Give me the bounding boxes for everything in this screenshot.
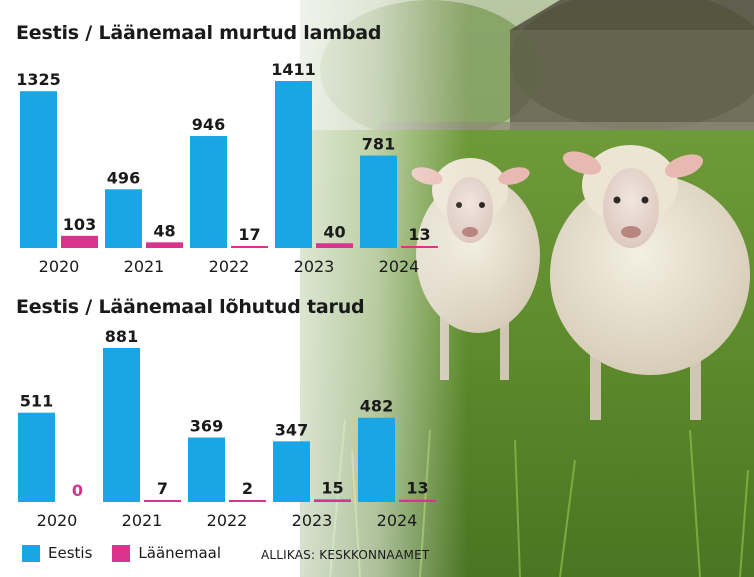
bar-laanemaal-2023 bbox=[316, 243, 353, 248]
data-label-laanemaal-2023: 15 bbox=[321, 478, 343, 497]
data-label-eestis-2021: 881 bbox=[105, 327, 138, 346]
data-label-eestis-2022: 369 bbox=[190, 416, 223, 435]
bar-eestis-2023 bbox=[275, 81, 312, 248]
source-note: ALLIKAS: KESKKONNAAMET bbox=[261, 548, 430, 562]
category-label-2020: 2020 bbox=[39, 257, 80, 276]
data-label-eestis-2023: 1411 bbox=[271, 60, 316, 79]
legend-label-laanemaal: Läänemaal bbox=[138, 544, 222, 562]
category-label-2020: 2020 bbox=[37, 511, 78, 530]
bar-laanemaal-2024 bbox=[401, 246, 438, 248]
data-label-laanemaal-2020: 103 bbox=[63, 215, 96, 234]
legend-item-laanemaal: Läänemaal bbox=[112, 544, 221, 562]
bar-laanemaal-2022 bbox=[231, 245, 268, 248]
chart-title-sheep: Eestis / Läänemaal murtud lambad bbox=[16, 22, 382, 44]
data-label-eestis-2024: 781 bbox=[362, 135, 395, 154]
bar-eestis-2020 bbox=[18, 412, 55, 502]
data-label-eestis-2021: 496 bbox=[107, 168, 140, 187]
data-label-laanemaal-2023: 40 bbox=[323, 222, 345, 241]
bar-laanemaal-2020 bbox=[61, 235, 98, 248]
legend-label-eestis: Eestis bbox=[48, 544, 93, 562]
bar-laanemaal-2021 bbox=[146, 242, 183, 248]
data-label-eestis-2024: 482 bbox=[360, 397, 393, 416]
category-label-2022: 2022 bbox=[207, 511, 248, 530]
legend: Eestis Läänemaal bbox=[22, 544, 241, 562]
data-label-eestis-2020: 1325 bbox=[16, 70, 61, 89]
data-label-laanemaal-2021: 7 bbox=[157, 479, 168, 498]
data-label-laanemaal-2020: 0 bbox=[72, 481, 83, 500]
category-label-2023: 2023 bbox=[292, 511, 333, 530]
category-label-2021: 2021 bbox=[122, 511, 163, 530]
data-label-laanemaal-2024: 13 bbox=[406, 479, 428, 498]
bar-laanemaal-2021 bbox=[144, 500, 181, 502]
bar-eestis-2021 bbox=[103, 348, 140, 502]
bar-eestis-2024 bbox=[358, 417, 395, 502]
data-label-eestis-2020: 511 bbox=[20, 392, 53, 411]
bar-eestis-2022 bbox=[190, 136, 227, 248]
chart-title-hives: Eestis / Läänemaal lõhutud tarud bbox=[16, 296, 365, 318]
bar-eestis-2023 bbox=[273, 441, 310, 502]
bar-eestis-2020 bbox=[20, 91, 57, 249]
category-label-2024: 2024 bbox=[377, 511, 418, 530]
chart-hives-destroyed: 511 0 2020 881 7 2021 369 2 2022 347 15 2023 482 13 20… bbox=[18, 327, 436, 530]
bar-laanemaal-2023 bbox=[314, 499, 351, 502]
legend-item-eestis: Eestis bbox=[22, 544, 92, 562]
data-label-eestis-2022: 946 bbox=[192, 115, 225, 134]
category-label-2023: 2023 bbox=[294, 257, 335, 276]
bar-eestis-2024 bbox=[360, 155, 397, 248]
data-label-eestis-2023: 347 bbox=[275, 420, 308, 439]
category-label-2021: 2021 bbox=[124, 257, 165, 276]
data-label-laanemaal-2022: 17 bbox=[238, 225, 260, 244]
legend-swatch-laanemaal bbox=[112, 544, 131, 562]
data-label-laanemaal-2022: 2 bbox=[242, 479, 253, 498]
bar-laanemaal-2024 bbox=[399, 499, 436, 502]
chart-sheep-killed: 1325 103 2020 496 48 2021 946 17 2022 1411 40 2023 7… bbox=[16, 60, 438, 276]
bar-eestis-2022 bbox=[188, 437, 225, 502]
bar-laanemaal-2022 bbox=[229, 500, 266, 502]
data-label-laanemaal-2024: 13 bbox=[408, 225, 430, 244]
bar-eestis-2021 bbox=[105, 189, 142, 248]
legend-swatch-eestis bbox=[22, 544, 40, 562]
category-label-2022: 2022 bbox=[209, 257, 250, 276]
category-label-2024: 2024 bbox=[379, 257, 420, 276]
data-label-laanemaal-2021: 48 bbox=[153, 221, 175, 240]
